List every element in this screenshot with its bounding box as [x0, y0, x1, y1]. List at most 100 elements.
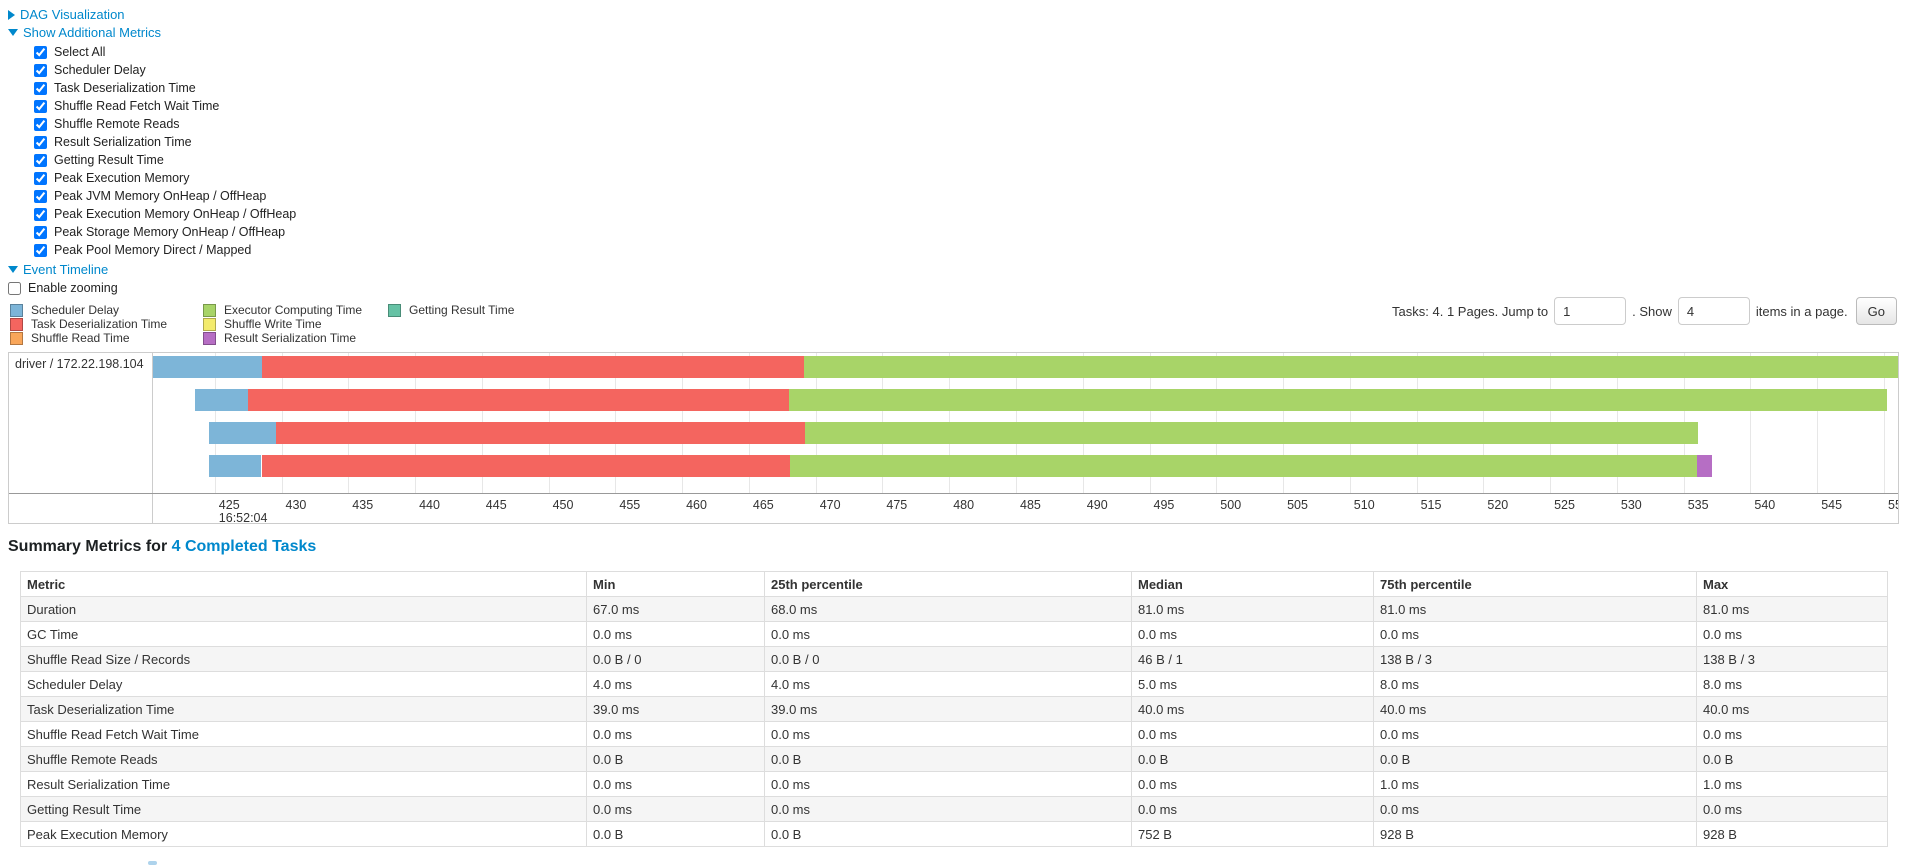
metric-checkbox-label: Peak Execution Memory — [54, 171, 190, 185]
metric-name-cell: Shuffle Read Size / Records — [20, 646, 587, 672]
metric-checkbox-label: Select All — [54, 45, 106, 59]
task-segment-task-deserialization[interactable] — [276, 422, 805, 444]
legend-item: Executor Computing Time — [203, 303, 362, 317]
pagination-summary: Tasks: 4. 1 Pages. Jump to — [1392, 303, 1549, 319]
metric-checkbox[interactable] — [34, 117, 47, 131]
summary-column-header: Median — [1131, 571, 1374, 597]
enable-zooming-label: Enable zooming — [28, 281, 118, 295]
metric-checkbox[interactable] — [34, 243, 47, 257]
metric-checkbox-label: Scheduler Delay — [54, 63, 146, 77]
task-segment-scheduler-delay[interactable] — [152, 356, 262, 378]
timeline-gridline — [1884, 353, 1885, 493]
dag-visualization-toggle[interactable]: DAG Visualization — [8, 6, 296, 23]
timeline-tick-label: 540 — [1754, 498, 1776, 512]
executor-computing-swatch-icon — [203, 303, 216, 317]
items-per-page-input[interactable] — [1677, 297, 1750, 325]
executor-label: driver / 172.22.198.104 — [15, 357, 144, 371]
show-additional-metrics-toggle[interactable]: Show Additional Metrics — [8, 24, 296, 41]
metric-value-cell: 0.0 ms — [586, 796, 765, 822]
metric-value-cell: 8.0 ms — [1696, 671, 1888, 697]
legend-label: Shuffle Read Time — [31, 331, 130, 345]
expanded-arrow-icon — [8, 266, 18, 273]
metric-checkbox[interactable] — [34, 99, 47, 113]
task-segment-scheduler-delay[interactable] — [209, 455, 262, 477]
timeline-tick-label: 445 — [485, 498, 507, 512]
metric-value-cell: 0.0 ms — [1373, 721, 1697, 747]
metric-checkbox[interactable] — [34, 63, 47, 77]
go-button[interactable]: Go — [1855, 297, 1897, 325]
timeline-tick-label: 510 — [1353, 498, 1375, 512]
metric-value-cell: 0.0 B — [586, 821, 765, 847]
timeline-tick-label: 545 — [1821, 498, 1843, 512]
timeline-tick-label: 535 — [1687, 498, 1709, 512]
metric-value-cell: 0.0 ms — [1696, 796, 1888, 822]
metric-value-cell: 0.0 ms — [1131, 721, 1374, 747]
enable-zooming-checkbox[interactable] — [8, 281, 21, 295]
metric-value-cell: 81.0 ms — [1696, 596, 1888, 622]
summary-table-row: Task Deserialization Time 39.0 ms 39.0 ms 4… — [20, 696, 1888, 722]
metric-checkbox-label: Peak Execution Memory OnHeap / OffHeap — [54, 207, 297, 221]
metric-checkbox[interactable] — [34, 189, 47, 203]
metric-checkbox[interactable] — [34, 81, 47, 95]
task-segment-task-deserialization[interactable] — [248, 389, 789, 411]
metric-value-cell: 0.0 ms — [764, 721, 1132, 747]
task-segment-scheduler-delay[interactable] — [194, 389, 249, 411]
timeline-axis-line — [9, 493, 1898, 494]
metric-value-cell: 1.0 ms — [1373, 771, 1697, 797]
legend-label: Executor Computing Time — [224, 303, 363, 317]
summary-column-header: 75th percentile — [1373, 571, 1697, 597]
event-timeline-toggle[interactable]: Event Timeline — [8, 261, 296, 278]
timeline-tick-label: 465 — [752, 498, 774, 512]
legend-label: Shuffle Write Time — [224, 317, 322, 331]
summary-column-header: 25th percentile — [764, 571, 1132, 597]
metric-checkbox-label: Task Deserialization Time — [54, 81, 196, 95]
task-segment-task-deserialization[interactable] — [261, 356, 804, 378]
task-segment-executor-computing[interactable] — [803, 356, 1898, 378]
legend-column: Getting Result Time — [388, 303, 514, 317]
completed-tasks-link[interactable]: 4 Completed Tasks — [171, 538, 317, 555]
metric-checkbox[interactable] — [34, 225, 47, 239]
timeline-tick-label: 440 — [419, 498, 440, 512]
task-segment-task-deserialization[interactable] — [261, 455, 791, 477]
legend-column: Scheduler Delay Task Deserialization Time… — [10, 303, 167, 345]
event-timeline-chart[interactable]: driver / 172.22.198.104 425 430 435 440 445 4… — [8, 352, 1899, 524]
pagination-show-label: . Show — [1632, 303, 1672, 319]
summary-table-row: Scheduler Delay 4.0 ms 4.0 ms 5.0 ms 8.0 ms 8… — [20, 671, 1888, 697]
partial-cutoff-element — [148, 861, 157, 865]
show-additional-metrics-label: Show Additional Metrics — [23, 25, 162, 40]
metric-value-cell: 0.0 ms — [764, 796, 1132, 822]
metric-name-cell: Duration — [20, 596, 587, 622]
timeline-tick-label: 490 — [1086, 498, 1108, 512]
metric-value-cell: 0.0 B / 0 — [764, 646, 1132, 672]
metric-checkbox[interactable] — [34, 171, 47, 185]
metric-value-cell: 39.0 ms — [764, 696, 1132, 722]
task-segment-executor-computing[interactable] — [789, 389, 1887, 411]
legend-label: Getting Result Time — [409, 303, 515, 317]
metric-name-cell: Task Deserialization Time — [20, 696, 587, 722]
metric-checkbox[interactable] — [34, 153, 47, 167]
task-segment-executor-computing[interactable] — [790, 455, 1697, 477]
metric-value-cell: 68.0 ms — [764, 596, 1132, 622]
metric-value-cell: 0.0 B — [764, 821, 1132, 847]
summary-table-row: Result Serialization Time 0.0 ms 0.0 ms 0.0… — [20, 771, 1888, 797]
task-segment-executor-computing[interactable] — [805, 422, 1699, 444]
task-segment-result-serialization[interactable] — [1697, 455, 1712, 477]
metric-checkbox[interactable] — [34, 207, 47, 221]
metric-value-cell: 0.0 B / 0 — [586, 646, 765, 672]
legend-item: Shuffle Write Time — [203, 317, 362, 331]
timeline-tick-label: 430 — [285, 498, 307, 512]
metric-checkbox[interactable] — [34, 45, 47, 59]
metric-name-cell: GC Time — [20, 621, 587, 647]
metric-checkbox-row: Getting Result Time — [34, 151, 296, 169]
timeline-tick-label: 525 — [1554, 498, 1575, 512]
task-segment-scheduler-delay[interactable] — [209, 422, 277, 444]
metric-checkbox-row: Select All — [34, 43, 296, 61]
metric-checkbox[interactable] — [34, 135, 47, 149]
metric-name-cell: Shuffle Remote Reads — [20, 746, 587, 772]
metric-value-cell: 4.0 ms — [586, 671, 765, 697]
legend-label: Task Deserialization Time — [31, 317, 168, 331]
jump-to-page-input[interactable] — [1554, 297, 1627, 325]
metric-checkbox-row: Peak Storage Memory OnHeap / OffHeap — [34, 223, 296, 241]
timeline-tick-label: 520 — [1487, 498, 1509, 512]
metric-value-cell: 0.0 ms — [1131, 771, 1374, 797]
